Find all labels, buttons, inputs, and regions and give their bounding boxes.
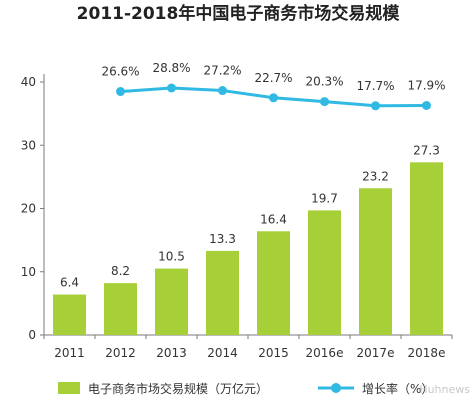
growth-point (422, 100, 431, 110)
x-tick-label: 2017e (357, 346, 395, 360)
x-tick-label: 2012 (105, 346, 136, 360)
y-axis: 0 10 20 30 40 (21, 74, 45, 342)
bar-value-label: 19.7 (311, 191, 338, 205)
bar-series (53, 162, 443, 335)
legend-bar-label: 电子商务市场交易规模（万亿元） (88, 381, 268, 396)
legend-bar-swatch (58, 382, 80, 394)
growth-line-series (116, 83, 431, 111)
growth-value-label: 22.7% (254, 71, 292, 85)
growth-point (167, 83, 176, 93)
legend-line-label: 增长率（%） (362, 381, 433, 396)
growth-point (218, 86, 227, 96)
bar (308, 210, 341, 335)
growth-value-label: 20.3% (305, 75, 343, 89)
y-tick-label: 40 (21, 75, 36, 89)
growth-data-labels: 26.6% 28.8% 27.2% 22.7% 20.3% 17.7% 17.9% (101, 61, 445, 93)
growth-point (116, 87, 125, 97)
growth-value-label: 17.9% (407, 78, 445, 92)
bar-data-labels: 6.4 8.2 10.5 13.3 16.4 19.7 23.2 27.3 (60, 143, 440, 289)
bar (155, 268, 188, 335)
bar-value-label: 6.4 (60, 276, 79, 290)
bar-value-label: 13.3 (209, 232, 236, 246)
growth-point (269, 93, 278, 103)
y-tick-label: 20 (21, 202, 36, 216)
bar-value-label: 8.2 (111, 264, 130, 278)
bar-value-label: 16.4 (260, 212, 287, 226)
growth-point (371, 101, 380, 111)
growth-point (320, 97, 329, 107)
bar (410, 162, 443, 335)
bar-value-label: 10.5 (158, 250, 185, 264)
x-tick-label: 2011 (54, 346, 85, 360)
growth-value-label: 27.2% (203, 64, 241, 78)
y-tick-label: 0 (28, 328, 36, 342)
legend-line-marker (331, 383, 341, 393)
x-axis: 2011 2012 2013 2014 2015 2016e 2017e 2018e (43, 334, 453, 360)
bar (359, 188, 392, 335)
x-tick-label: 2013 (156, 346, 187, 360)
y-tick-label: 10 (21, 265, 36, 279)
x-tick-label: 2014 (207, 346, 238, 360)
watermark: Huhnews (419, 383, 470, 396)
bar (53, 294, 86, 335)
bar-value-label: 27.3 (413, 143, 440, 157)
legend: 电子商务市场交易规模（万亿元） 增长率（%） (58, 381, 433, 396)
x-tick-label: 2018e (408, 346, 446, 360)
bar-value-label: 23.2 (362, 169, 389, 183)
chart-title: 2011-2018年中国电子商务市场交易规模 (77, 3, 401, 24)
x-tick-label: 2015 (258, 346, 289, 360)
growth-value-label: 17.7% (356, 79, 394, 93)
x-tick-label: 2016e (306, 346, 344, 360)
growth-value-label: 26.6% (101, 65, 139, 79)
bar (257, 231, 290, 335)
bar (206, 250, 239, 335)
y-tick-label: 30 (21, 138, 36, 152)
bar (104, 283, 137, 335)
growth-value-label: 28.8% (152, 61, 190, 75)
